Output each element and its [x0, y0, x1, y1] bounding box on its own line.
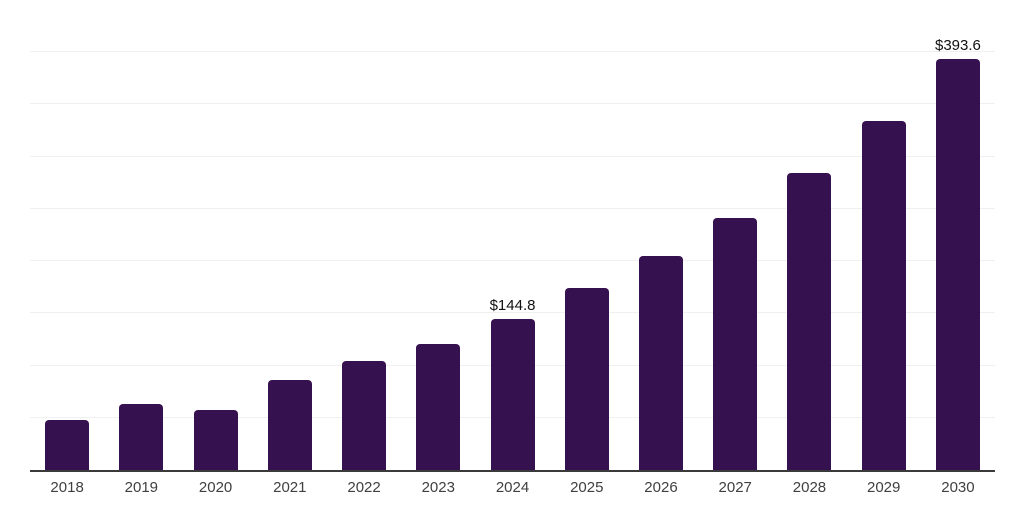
x-tick-label-2029: 2029 [867, 479, 901, 496]
bar-value-label-2030: $393.6 [934, 37, 981, 54]
bars-row: $144.8 $393.6 [30, 0, 995, 470]
x-tick-label-2018: 2018 [50, 479, 84, 496]
bar-slot-2020 [178, 0, 252, 470]
x-tick-label-2025: 2025 [570, 479, 604, 496]
x-tick-label-2030: 2030 [941, 479, 975, 496]
bar-slot-2021 [253, 0, 327, 470]
bar-slot-2028 [772, 0, 846, 470]
bar-slot-2022 [327, 0, 401, 470]
bar-2021[interactable] [267, 380, 312, 470]
bar-slot-2024: $144.8 [475, 0, 549, 470]
bar-slot-2025 [550, 0, 624, 470]
bar-2030[interactable] [935, 59, 980, 470]
gridline-400 [30, 51, 995, 53]
bar-2024[interactable] [490, 319, 535, 470]
bar-slot-2030: $393.6 [921, 0, 995, 470]
bar-2029[interactable] [861, 121, 906, 470]
bar-slot-2027 [698, 0, 772, 470]
x-tick-label-2020: 2020 [198, 479, 233, 496]
gridline-250 [30, 207, 995, 209]
x-tick-label-2021: 2021 [273, 479, 307, 496]
gridline-200 [30, 260, 995, 262]
bar-2019[interactable] [119, 404, 164, 470]
x-axis: 2018 2019 2020 2021 2022 2023 2024 2025 2026 2027… [30, 479, 995, 496]
x-tick-label-2027: 2027 [718, 479, 752, 496]
plot-area: $144.8 $393.6 [30, 0, 995, 472]
x-tick-label-2022: 2022 [347, 479, 381, 496]
x-tick-label-2023: 2023 [421, 479, 455, 496]
gridline-150 [30, 312, 995, 314]
bar-2026[interactable] [638, 256, 683, 470]
bar-2023[interactable] [416, 344, 461, 470]
x-tick-label-2024: 2024 [495, 479, 530, 496]
bar-slot-2029 [847, 0, 921, 470]
bar-slot-2018 [30, 0, 104, 470]
bar-2025[interactable] [564, 288, 609, 470]
gridline-300 [30, 155, 995, 157]
bar-value-label-2024: $144.8 [489, 297, 536, 314]
bar-2020[interactable] [193, 410, 238, 470]
bar-slot-2026 [624, 0, 698, 470]
x-tick-label-2019: 2019 [124, 479, 159, 496]
bar-2027[interactable] [713, 218, 758, 470]
bar-2018[interactable] [45, 420, 90, 470]
bar-2022[interactable] [342, 361, 387, 470]
x-tick-label-2028: 2028 [792, 479, 827, 496]
bar-slot-2019 [104, 0, 178, 470]
x-tick-label-2026: 2026 [644, 479, 678, 496]
bar-2028[interactable] [787, 173, 832, 470]
gridline-350 [30, 103, 995, 105]
bar-slot-2023 [401, 0, 475, 470]
